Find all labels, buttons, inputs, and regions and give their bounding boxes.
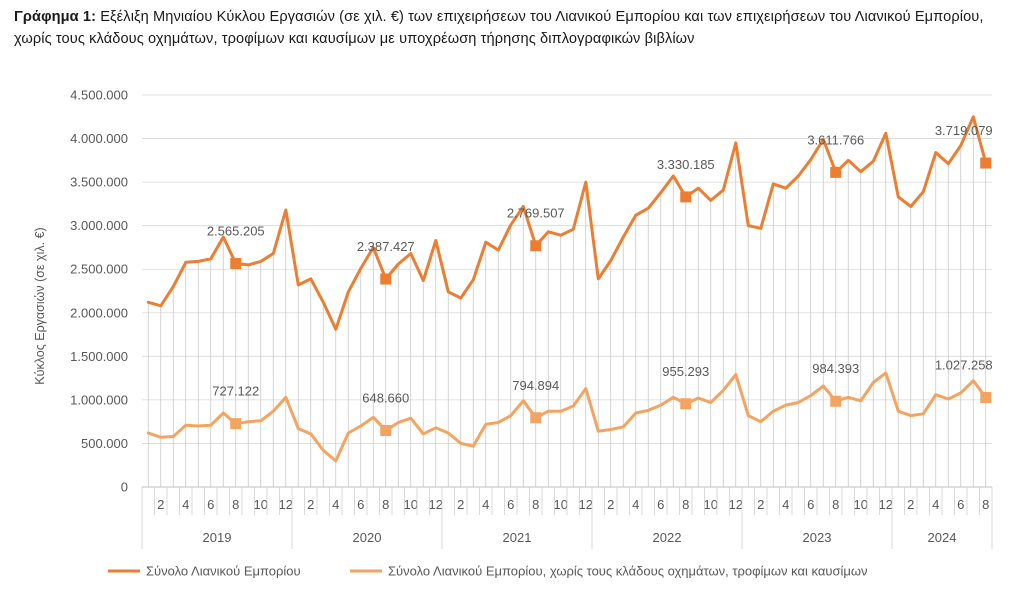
y-tick-label: 3.500.000	[70, 175, 128, 190]
caption-label: Γράφημα 1:	[14, 9, 97, 25]
legend-label: Σύνολο Λιανικού Εμπορίου, χωρίς τους κλά…	[388, 564, 868, 579]
x-tick-label: 4	[632, 497, 639, 512]
x-tick-label: 6	[357, 497, 364, 512]
chart-caption: Γράφημα 1: Εξέλιξη Μηνιαίου Κύκλου Εργασ…	[14, 6, 1010, 50]
x-tick-label: 4	[782, 497, 789, 512]
x-tick-label: 8	[532, 497, 539, 512]
data-marker	[830, 395, 842, 407]
data-marker	[380, 424, 392, 436]
legend-label: Σύνολο Λιανικού Εμπορίου	[146, 564, 301, 579]
y-axis-title: Κύκλος Εργασιών (σε χιλ. €)	[33, 227, 47, 384]
data-marker	[230, 418, 242, 430]
x-tick-label: 2	[607, 497, 614, 512]
x-tick-label: 2	[457, 497, 464, 512]
x-tick-label: 10	[254, 497, 268, 512]
data-label: 955.293	[662, 364, 709, 379]
x-tick-label: 8	[832, 497, 839, 512]
x-tick-label: 12	[729, 497, 743, 512]
data-label: 727.122	[212, 384, 259, 399]
x-tick-label: 8	[232, 497, 239, 512]
data-label: 2.565.205	[207, 224, 265, 239]
x-tick-label: 2	[907, 497, 914, 512]
y-tick-label: 2.000.000	[70, 305, 128, 320]
x-tick-label: 10	[854, 497, 868, 512]
x-tick-label: 4	[482, 497, 489, 512]
year-label: 2020	[353, 530, 382, 545]
x-tick-label: 12	[579, 497, 593, 512]
year-label: 2022	[653, 530, 682, 545]
data-label: 648.660	[362, 390, 409, 405]
data-marker	[830, 166, 842, 178]
year-label: 2021	[503, 530, 532, 545]
year-label: 2024	[928, 530, 957, 545]
x-tick-label: 8	[382, 497, 389, 512]
x-tick-label: 6	[207, 497, 214, 512]
y-tick-label: 500.000	[81, 436, 128, 451]
x-tick-label: 2	[307, 497, 314, 512]
data-marker	[530, 240, 542, 252]
data-marker	[530, 412, 542, 424]
x-tick-label: 6	[957, 497, 964, 512]
data-label: 2.769.507	[507, 206, 565, 221]
data-marker	[230, 258, 242, 270]
y-tick-label: 1.000.000	[70, 392, 128, 407]
caption-text: Εξέλιξη Μηνιαίου Κύκλου Εργασιών (σε χιλ…	[14, 9, 984, 47]
x-tick-label: 12	[279, 497, 293, 512]
data-label: 794.894	[512, 378, 559, 393]
y-tick-label: 4.500.000	[70, 88, 128, 103]
data-label: 2.387.427	[357, 239, 415, 254]
series-line-total	[146, 115, 988, 331]
data-label: 3.611.766	[807, 132, 864, 147]
x-tick-label: 2	[757, 497, 764, 512]
x-tick-label: 6	[657, 497, 664, 512]
data-marker	[380, 273, 392, 285]
data-label: 3.719.079	[935, 123, 993, 138]
y-tick-label: 1.500.000	[70, 349, 128, 364]
y-tick-label: 3.000.000	[70, 218, 128, 233]
x-tick-label: 8	[982, 497, 989, 512]
x-tick-label: 10	[554, 497, 568, 512]
year-label: 2019	[203, 530, 232, 545]
data-label: 3.330.185	[657, 157, 715, 172]
x-tick-label: 12	[429, 497, 443, 512]
x-tick-label: 4	[182, 497, 189, 512]
data-label: 1.027.258	[935, 358, 993, 373]
x-tick-label: 2	[157, 497, 164, 512]
series-line-excl	[146, 371, 988, 463]
x-tick-label: 12	[879, 497, 893, 512]
x-tick-label: 10	[704, 497, 718, 512]
x-tick-label: 4	[932, 497, 939, 512]
data-marker	[680, 398, 692, 410]
x-tick-label: 6	[807, 497, 814, 512]
data-marker	[680, 191, 692, 203]
data-label: 984.393	[812, 361, 859, 376]
data-marker	[980, 392, 992, 404]
x-tick-label: 10	[404, 497, 418, 512]
data-marker	[980, 157, 992, 169]
x-tick-label: 6	[507, 497, 514, 512]
x-tick-label: 4	[332, 497, 339, 512]
y-tick-label: 0	[121, 480, 128, 495]
year-label: 2023	[803, 530, 832, 545]
y-tick-label: 4.000.000	[70, 131, 128, 146]
y-tick-label: 2.500.000	[70, 262, 128, 277]
x-tick-label: 8	[682, 497, 689, 512]
